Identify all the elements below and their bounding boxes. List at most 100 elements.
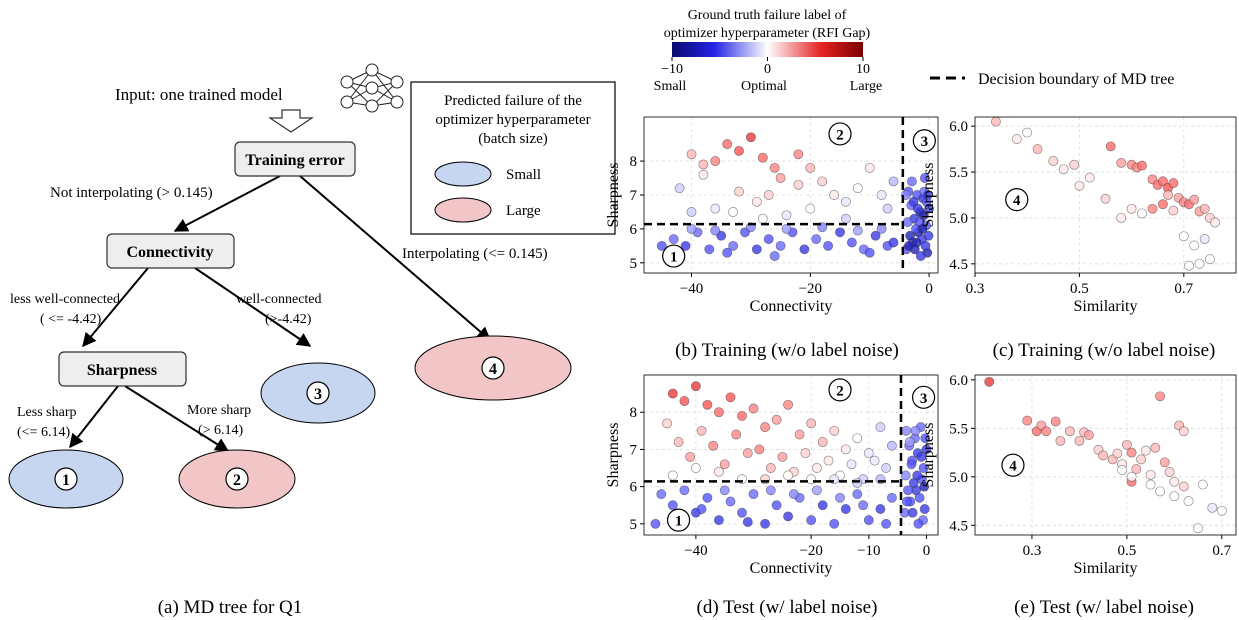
data-point xyxy=(852,489,863,500)
data-point xyxy=(881,463,892,473)
data-point xyxy=(901,425,912,436)
data-point xyxy=(742,448,753,459)
y-tick-label: 8 xyxy=(630,405,638,421)
data-point xyxy=(1169,491,1180,502)
data-point xyxy=(817,176,828,187)
data-point xyxy=(888,176,899,187)
data-point xyxy=(725,496,736,507)
data-point xyxy=(713,407,724,418)
data-point xyxy=(725,392,736,403)
data-point xyxy=(745,132,756,143)
data-point xyxy=(793,179,804,190)
data-point xyxy=(783,470,794,481)
data-point xyxy=(742,517,753,527)
data-point xyxy=(719,485,730,496)
md-tree-panel: Input: one trained model Predicted failu… xyxy=(8,63,616,618)
data-point xyxy=(906,176,917,187)
data-point xyxy=(870,230,881,241)
edge-label-less-connected-line2: ( <= -4.42) xyxy=(40,312,102,327)
data-point xyxy=(737,410,747,421)
data-point xyxy=(1147,203,1158,214)
leaf-4: 4 xyxy=(414,335,572,401)
data-point xyxy=(918,210,929,221)
data-point xyxy=(777,451,788,462)
data-point xyxy=(914,492,925,503)
data-point xyxy=(805,203,816,214)
data-point xyxy=(667,388,678,399)
data-point xyxy=(886,492,897,503)
data-point xyxy=(1058,164,1069,175)
data-point xyxy=(793,149,804,160)
data-point xyxy=(1126,447,1137,458)
data-point xyxy=(686,207,697,217)
scatter-panel-c: 4 0.3 0.5 0.7 4.5 5.0 5.5 6.0 Similarity Sharpnes… xyxy=(920,116,1237,315)
data-point xyxy=(680,240,691,251)
data-point xyxy=(875,422,886,433)
y-tick-label: 5.5 xyxy=(949,165,968,181)
data-point xyxy=(769,251,780,261)
legend-large-swatch xyxy=(434,197,492,223)
scatter-panel-d: 1 2 3 −40 −20 −10 0 5 6 7 8 Connectivity Sharpness xyxy=(605,374,939,577)
data-point xyxy=(1100,193,1111,204)
x-axis-label: Similarity xyxy=(1074,298,1138,315)
data-point xyxy=(781,210,792,221)
data-point xyxy=(846,237,857,248)
data-point xyxy=(919,504,930,514)
colorbar-label-small: Small xyxy=(654,79,687,94)
data-point xyxy=(1050,416,1061,427)
colorbar: Ground truth failure label of optimizer … xyxy=(654,8,883,94)
data-point xyxy=(920,240,931,251)
data-point xyxy=(731,429,742,440)
node-training-error xyxy=(234,141,356,177)
x-tick-label: 0 xyxy=(923,543,931,559)
data-point xyxy=(713,515,724,526)
y-tick-label: 6.0 xyxy=(949,119,968,135)
legend-title-line3: (batch size) xyxy=(478,131,548,147)
edge-label-well-connected-line2: (>-4.42) xyxy=(265,312,312,327)
data-point xyxy=(1178,481,1189,492)
data-point xyxy=(811,485,822,496)
data-point xyxy=(760,518,771,529)
colorbar-gradient xyxy=(672,42,863,57)
data-point xyxy=(823,240,834,251)
x-axis-label: Connectivity xyxy=(750,298,833,315)
data-point xyxy=(748,489,759,500)
data-point xyxy=(1157,199,1168,210)
data-point xyxy=(1041,426,1052,437)
data-point xyxy=(1084,172,1095,183)
plot-frame xyxy=(643,374,939,536)
y-tick-label: 5 xyxy=(630,517,638,533)
data-point xyxy=(769,162,780,173)
data-point xyxy=(771,500,782,511)
data-point xyxy=(690,381,701,392)
data-point xyxy=(904,437,915,447)
data-point xyxy=(835,492,845,503)
region-marker xyxy=(1005,187,1029,212)
data-point xyxy=(781,223,792,234)
data-point xyxy=(679,396,690,406)
data-point xyxy=(1126,203,1137,214)
y-tick-label: 7 xyxy=(630,188,638,204)
data-point xyxy=(1011,134,1022,144)
data-point xyxy=(1116,212,1127,223)
region-label: 4 xyxy=(1009,459,1017,475)
y-tick-label: 5 xyxy=(630,256,638,272)
x-tick-label: 0.3 xyxy=(1023,543,1042,559)
region-marker xyxy=(666,508,691,532)
scatter-panel-b: 1 2 3 −40 −20 0 5 6 7 8 Connectivity Sharpness xyxy=(605,116,939,315)
data-point xyxy=(1136,454,1147,465)
data-point xyxy=(806,418,817,429)
data-point xyxy=(1083,430,1094,441)
prediction-legend: Predicted failure of the optimizer hyper… xyxy=(410,81,616,235)
data-point xyxy=(829,190,840,200)
x-tick-label: 0.5 xyxy=(1070,281,1089,297)
data-point xyxy=(656,489,667,500)
data-point xyxy=(783,399,794,410)
data-point xyxy=(852,477,863,488)
legend-title-line1: Predicted failure of the xyxy=(444,93,582,109)
region-label: 3 xyxy=(921,134,929,150)
data-point xyxy=(864,247,875,258)
edge-label-not-interpolating: Not interpolating (> 0.145) xyxy=(50,185,213,201)
edge-label-less-connected-line1: less well-connected xyxy=(10,292,120,307)
